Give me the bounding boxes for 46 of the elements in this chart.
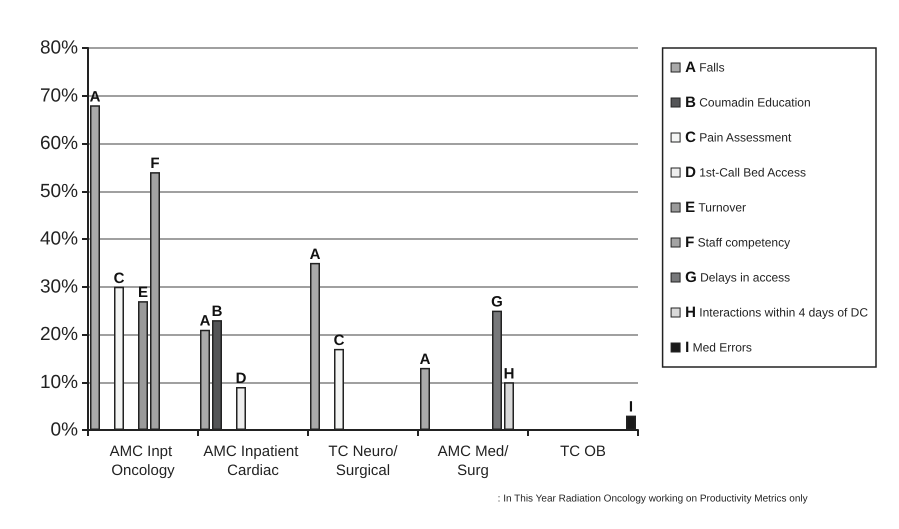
text: I [685, 339, 690, 356]
legend-label: Delays in access [700, 270, 790, 284]
y-tick-label: 40% [40, 228, 78, 250]
data-label: A [310, 246, 321, 263]
data-label: H [504, 365, 514, 382]
legend-label: Falls [699, 60, 725, 74]
data-label: B [212, 303, 223, 320]
text: : In This Year Radiation Oncology working on Productivity Metrics only [498, 494, 808, 504]
data-label: E [138, 284, 148, 302]
legend-label: Staff competency [698, 236, 790, 250]
text: D [685, 164, 696, 181]
y-tick-label: 0% [50, 420, 78, 440]
text: C [685, 129, 696, 146]
text: H [685, 304, 696, 321]
y-tick-label: 30% [40, 276, 78, 298]
legend-label: 1st-Call Bed Access [699, 166, 806, 180]
y-tick-label: 50% [40, 180, 78, 202]
x-tick-label: AMC Inpatient Cardiac [203, 443, 303, 479]
y-tick-label: 80% [40, 38, 78, 58]
x-tick-label: AMC Inpt Oncology [110, 443, 176, 479]
data-label: A [200, 312, 211, 330]
x-tick-label: TC OB [560, 443, 606, 460]
data-label: D [236, 370, 247, 388]
y-tick-label: 60% [40, 133, 78, 154]
legend-label: Interactions within 4 days of DC [699, 306, 868, 320]
legend-label: Turnover [698, 200, 746, 214]
data-label: A [420, 350, 431, 368]
y-tick-label: 20% [40, 324, 78, 345]
y-tick-label: 10% [40, 372, 78, 393]
data-label: A [90, 88, 101, 106]
text: B [685, 94, 696, 111]
text: F [685, 234, 694, 251]
data-label: G [491, 294, 503, 311]
data-label: I [628, 398, 634, 416]
y-tick-label: 70% [40, 85, 78, 106]
legend-label: Pain Assessment [699, 130, 792, 144]
x-tick-label: AMC Med/Surg [438, 443, 510, 479]
data-label: C [334, 332, 345, 349]
data-label: C [114, 270, 125, 287]
text: G [685, 269, 697, 286]
x-tick-label: TC Neuro/Surgical [328, 443, 398, 479]
legend-label: Coumadin Education [699, 96, 811, 110]
text: A [685, 59, 696, 76]
data-label: F [150, 155, 160, 172]
legend-label: Med Errors [692, 340, 752, 354]
text: E [685, 199, 696, 216]
